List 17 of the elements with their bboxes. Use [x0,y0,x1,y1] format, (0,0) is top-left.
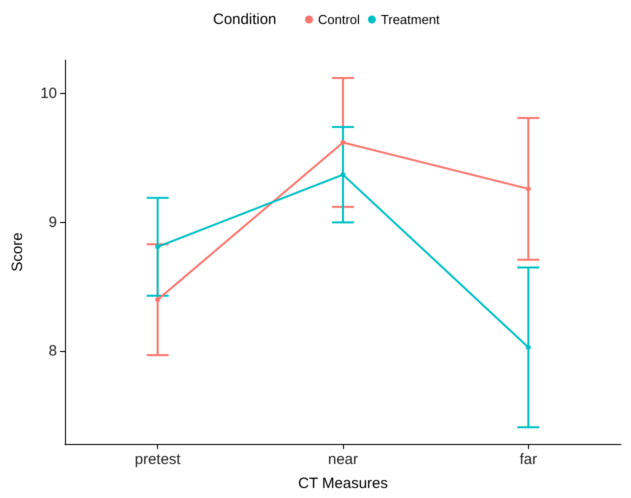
point [526,344,531,350]
x-tick-label: near [328,451,358,468]
x-tick-label: far [520,451,538,468]
legend-label: Treatment [380,12,440,27]
y-tick-label: 9 [48,214,57,231]
x-tick-label: pretest [134,451,182,468]
y-tick-label: 10 [40,85,57,102]
y-tick-label: 8 [48,342,57,360]
x-axis-title: CT Measures [298,475,388,492]
point [340,140,346,145]
point [340,172,346,178]
point [155,297,160,302]
legend-label: Control [318,12,360,27]
legend-title: Condition [213,11,276,28]
point [526,186,531,192]
y-axis-title: Score [9,232,26,272]
point [155,244,160,250]
